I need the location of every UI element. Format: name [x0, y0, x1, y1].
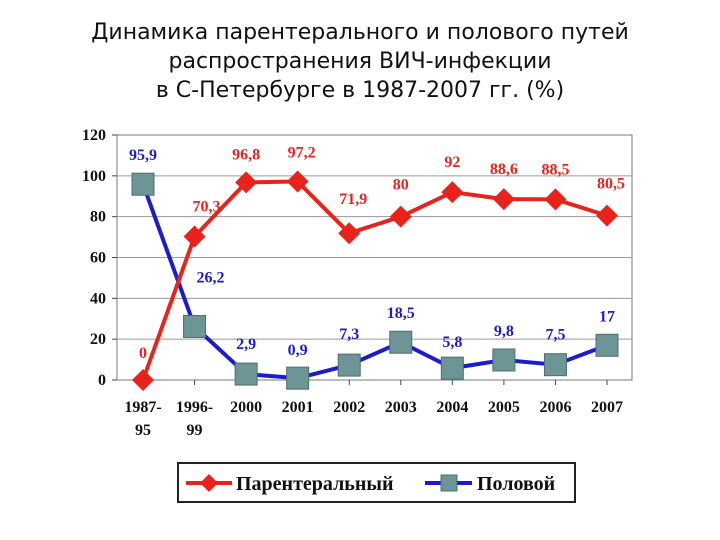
- data-label-sexual: 18,5: [387, 305, 415, 322]
- x-tick-label: 2004: [436, 399, 468, 416]
- y-tick-label: 20: [90, 331, 106, 348]
- data-label-sexual: 95,9: [129, 147, 157, 164]
- x-tick-label: 2002: [333, 399, 365, 416]
- data-point-sexual: [131, 172, 155, 196]
- series-layer: [131, 170, 619, 391]
- data-label-parenteral: 97,2: [288, 145, 316, 162]
- x-tick-label: 99: [187, 422, 203, 439]
- data-label-parenteral: 88,6: [490, 161, 518, 178]
- data-label-parenteral: 92: [444, 154, 460, 171]
- series-line-parenteral: [141, 179, 608, 381]
- data-point-parenteral: [492, 188, 515, 211]
- data-labels: 0 70,3 96,8 97,2 71,9 80 92 88,6 88,5 80,5 95,9 26,…: [129, 145, 625, 362]
- data-label-sexual: 9,8: [494, 323, 514, 340]
- data-point-parenteral: [596, 204, 618, 227]
- legend: Парентеральный Половой: [177, 462, 576, 503]
- data-point-parenteral: [389, 205, 412, 228]
- x-tick-label: 2003: [385, 399, 417, 416]
- x-tick-label: 1987-: [124, 399, 161, 416]
- data-label-sexual: 17: [599, 308, 615, 325]
- data-point-parenteral: [235, 171, 258, 194]
- data-label-parenteral: 70,3: [193, 198, 221, 215]
- chart-title-line-2: распространения ВИЧ-инфекции: [168, 49, 552, 74]
- grid-lines: [117, 175, 632, 340]
- series-line-sexual: [141, 183, 608, 381]
- legend-label-sexual: Половой: [477, 473, 555, 495]
- x-tick-label: 2001: [282, 399, 314, 416]
- y-tick-label: 100: [82, 168, 106, 185]
- y-tick-label: 40: [90, 290, 106, 307]
- data-label-sexual: 7,3: [339, 326, 359, 343]
- data-point-parenteral: [132, 369, 154, 391]
- x-axis-tick-labels: 1987- 95 1996- 99 2000 2001 2002 2003 2004 2005 20…: [124, 380, 623, 439]
- legend-label-parenteral: Парентеральный: [236, 473, 394, 495]
- x-tick-label: 2000: [230, 399, 262, 416]
- data-point-sexual: [183, 315, 207, 339]
- x-tick-label: 2005: [488, 399, 520, 416]
- data-point-parenteral: [286, 170, 309, 193]
- data-label-parenteral: 80: [393, 177, 409, 194]
- y-tick-label: 60: [90, 250, 106, 267]
- data-label-parenteral: 96,8: [232, 146, 260, 163]
- chart-title-line-3: в С-Петербурге в 1987-2007 гг. (%): [155, 78, 565, 103]
- data-label-parenteral: 0: [139, 345, 147, 362]
- data-label-sexual: 26,2: [197, 270, 225, 287]
- y-axis-tick-labels: 0 20 40 60 80 100 120: [82, 127, 117, 389]
- data-point-parenteral: [441, 181, 464, 204]
- y-tick-label: 80: [90, 209, 106, 226]
- legend-marker-parenteral: [200, 474, 218, 492]
- data-label-parenteral: 88,5: [541, 161, 569, 178]
- data-point-parenteral: [183, 225, 206, 248]
- data-label-parenteral: 71,9: [339, 191, 367, 208]
- data-point-sexual: [543, 353, 567, 377]
- chart-title: Динамика парентерального и полового путе…: [0, 18, 720, 105]
- y-tick-label: 120: [82, 127, 106, 144]
- data-point-sexual: [286, 366, 310, 390]
- data-point-parenteral: [544, 188, 567, 211]
- x-tick-label: 2006: [539, 399, 571, 416]
- legend-marker-sexual: [440, 474, 458, 492]
- data-point-sexual: [492, 348, 516, 372]
- x-tick-label: 2007: [591, 399, 623, 416]
- data-point-parenteral: [338, 222, 361, 245]
- data-label-parenteral: 80,5: [597, 176, 625, 193]
- data-point-sexual: [234, 362, 258, 386]
- data-label-sexual: 5,8: [442, 334, 462, 351]
- x-tick-label: 95: [135, 422, 151, 439]
- data-label-sexual: 2,9: [236, 336, 256, 353]
- legend-box: [177, 462, 576, 503]
- y-tick-label: 0: [98, 372, 106, 389]
- data-point-sexual: [595, 333, 619, 357]
- data-point-sexual: [389, 330, 413, 354]
- data-label-sexual: 7,5: [545, 327, 565, 344]
- data-point-sexual: [440, 356, 464, 380]
- x-tick-label: 1996-: [176, 399, 213, 416]
- data-label-sexual: 0,9: [288, 342, 308, 359]
- data-point-sexual: [337, 353, 361, 377]
- chart-title-line-1: Динамика парентерального и полового путе…: [91, 20, 629, 45]
